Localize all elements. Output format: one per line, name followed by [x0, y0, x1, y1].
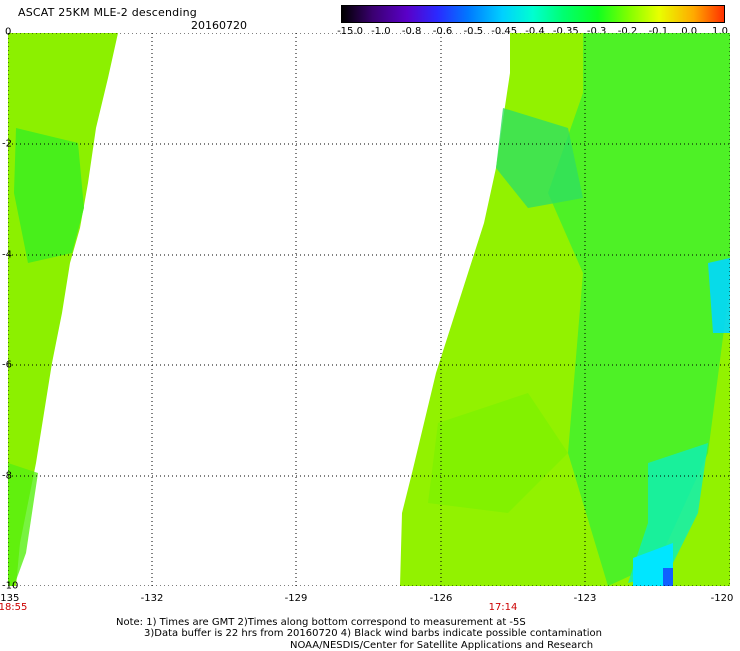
right-swath-patch	[548, 33, 730, 586]
y-tick: 0	[5, 26, 12, 38]
colorbar-label: -0.4	[525, 26, 545, 37]
x-tick: -120	[710, 593, 734, 604]
colorbar-label: 1.0	[712, 26, 728, 37]
right-swath-patch	[496, 108, 583, 208]
colorbar-label: -0.45	[491, 26, 518, 37]
map-title: ASCAT 25KM MLE-2 descending	[18, 6, 197, 19]
left-swath-patch	[14, 128, 84, 263]
y-tick: -8	[2, 470, 12, 482]
time-label-middle: 17:14	[488, 602, 518, 613]
swath-map	[8, 33, 730, 586]
time-label-left: 18:55	[0, 602, 28, 613]
colorbar-label: -0.8	[401, 26, 422, 37]
grid	[8, 33, 730, 586]
colorbar	[341, 5, 725, 23]
credit-line: NOAA/NESDIS/Center for Satellite Applica…	[290, 640, 594, 651]
colorbar-label: -0.5	[463, 26, 484, 37]
right-swath-patch	[708, 258, 730, 333]
colorbar-label: -0.1	[648, 26, 669, 37]
y-tick: -4	[2, 249, 12, 261]
colorbar-label: 0.0	[681, 26, 698, 37]
note-line-1: Note: 1) Times are GMT 2)Times along bot…	[116, 617, 526, 628]
colorbar-label: -1.0	[371, 26, 391, 37]
x-tick: -129	[284, 593, 308, 604]
map-date: 20160720	[191, 19, 247, 32]
left-swath-patch	[8, 463, 38, 586]
x-tick: -123	[573, 593, 597, 604]
y-tick: -2	[2, 138, 12, 150]
colorbar-label: -15.0	[337, 26, 363, 37]
y-tick: -10	[2, 580, 19, 592]
colorbar-label: -0.35	[552, 26, 579, 37]
x-tick: -132	[140, 593, 164, 604]
right-swath-patch	[628, 443, 708, 583]
colorbar-label: -0.6	[432, 26, 453, 37]
colorbar-label: -0.2	[617, 26, 638, 37]
right-swath-patch	[663, 568, 673, 586]
x-tick: -135	[0, 593, 20, 604]
y-tick: -6	[2, 359, 12, 371]
right-swath-patch	[428, 393, 568, 513]
note-line-2: 3)Data buffer is 22 hrs from 20160720 4)…	[144, 628, 602, 639]
colorbar-label: -0.3	[586, 26, 607, 37]
x-tick: -126	[429, 593, 453, 604]
